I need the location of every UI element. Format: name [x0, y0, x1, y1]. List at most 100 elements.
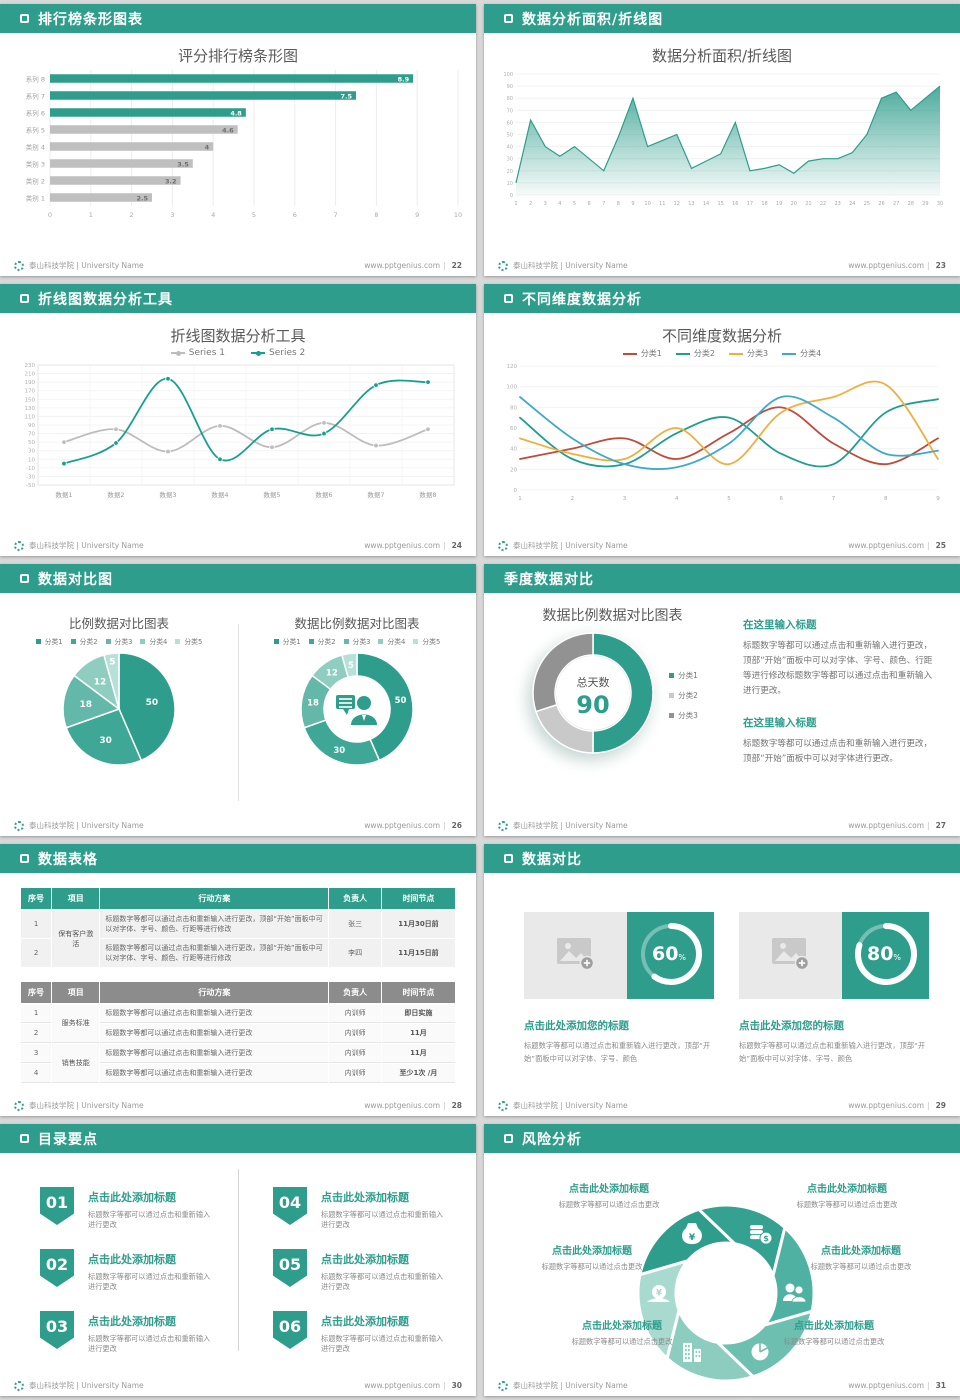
media-row: 60%: [524, 912, 714, 999]
slide-22-ranking-bar-chart[interactable]: 排行榜条形图表 评分排行榜条形图 0 1 2 3 4 5 6 7 8 9 10 系列 8 8.9 系列 7…: [0, 4, 476, 276]
svg-text:5: 5: [573, 201, 576, 207]
slide-header: 数据分析面积/折线图: [484, 4, 960, 33]
pie-slice: [592, 632, 654, 754]
svg-text:7: 7: [832, 496, 836, 502]
toc-desc: 标题数字等都可以通过点击和重新输入进行更改: [88, 1272, 211, 1291]
legend-item: 分类2: [70, 636, 98, 646]
toc-item[interactable]: 02 点击此处添加标题 标题数字等都可以通过点击和重新输入进行更改: [40, 1249, 213, 1311]
slide-footer: 泰山科技学院 | University Name www.pptgenius.c…: [498, 540, 946, 551]
bar: [50, 74, 414, 83]
svg-text:类别 1: 类别 1: [26, 193, 45, 202]
slide-23-area-chart[interactable]: 数据分析面积/折线图 数据分析面积/折线图 0 10 20 30 40 50 60 70 80 9…: [484, 4, 960, 276]
toc-title: 点击此处添加标题: [88, 1315, 176, 1328]
square-outline-icon: [20, 854, 29, 863]
svg-text:数据3: 数据3: [159, 490, 176, 499]
text-block-body: 标题数字等都可以通过点击和重新输入进行更改，顶部“开始”面板中可以对字体进行更改…: [743, 739, 933, 765]
pie-chart-panel: 比例数据对比图表 分类1 分类2 分类3 分类4 分类5 50 30 18 12 5: [0, 593, 238, 818]
table-header-cell: 序号: [21, 982, 52, 1003]
risk-title: 点击此处添加标题: [794, 1321, 874, 1332]
toc-item[interactable]: 04 点击此处添加标题 标题数字等都可以通过点击和重新输入进行更改: [273, 1187, 446, 1249]
toc-item[interactable]: 03 点击此处添加标题 标题数字等都可以通过点击和重新输入进行更改: [40, 1311, 213, 1373]
image-placeholder[interactable]: [739, 912, 842, 999]
org-name: 泰山科技学院 | University Name: [29, 1101, 144, 1110]
svg-text:3.2: 3.2: [165, 177, 177, 185]
legend-marker-icon: [343, 638, 349, 644]
progress-ring-60: 60%: [635, 918, 707, 994]
slide-25-multi-line-chart[interactable]: 不同维度数据分析 不同维度数据分析 分类1 分类2 分类3 分类4 0 20 40 60 80…: [484, 284, 960, 556]
data-table: 序号 项目 行动方案 负责人 时间节点 1 服务标准 标题数字等都可以通过点击和重新输入进行更…: [20, 981, 456, 1084]
coins-icon: $: [750, 1225, 773, 1245]
org-name: 泰山科技学院 | University Name: [29, 1381, 144, 1390]
slide-29-percent-comparison[interactable]: 数据对比 60% 点击此处添加您的标题 标题数字等都可以通过点击和重新输入进行更…: [484, 844, 960, 1116]
slide-31-risk-analysis[interactable]: 风险分析 ¥ $ ¥ 点击此处添加标题 标题数字等都可以通过点击更改 点击此处添加标…: [484, 1124, 960, 1396]
toc-item[interactable]: 05 点击此处添加标题 标题数字等都可以通过点击和重新输入进行更改: [273, 1249, 446, 1311]
money-bag-icon: ¥: [682, 1223, 702, 1245]
chart-title: 折线图数据分析工具: [170, 327, 306, 345]
table-row: 2 标题数字等都可以通过点击和重新输入进行更改，顶部“开始”面板中可以对字体、字号…: [21, 939, 455, 967]
svg-text:10: 10: [507, 181, 513, 187]
legend-marker-icon: [175, 638, 181, 644]
series-line: [63, 421, 429, 453]
svg-text:8: 8: [374, 211, 378, 219]
image-placeholder[interactable]: [524, 912, 627, 999]
square-outline-icon: [504, 294, 513, 303]
add-image-icon-svg: [771, 937, 809, 970]
slide-28-data-tables[interactable]: 数据表格 序号 项目 行动方案 负责人 时间节点 1 保有客户激活 标题数字等都可以通过点击和…: [0, 844, 476, 1116]
data-point: [217, 456, 223, 462]
svg-text:5: 5: [252, 211, 256, 219]
chart-legend: 分类1 分类2 分类3 分类4 分类5: [238, 636, 476, 646]
table-cell: 11月: [381, 1024, 455, 1043]
legend-marker-icon: [273, 638, 279, 644]
slide-footer: 泰山科技学院 | University Name www.pptgenius.c…: [498, 1380, 946, 1391]
svg-text:4: 4: [558, 201, 561, 207]
svg-text:8.9: 8.9: [398, 75, 410, 83]
svg-text:3: 3: [623, 496, 627, 502]
risk-desc: 标题数字等都可以通过点击更改: [571, 1337, 673, 1346]
legend-marker-icon: [140, 638, 146, 644]
area-fill: [516, 86, 940, 195]
toc-number-badge: 01: [40, 1187, 74, 1225]
chart-title: 评分排行榜条形图: [177, 47, 298, 65]
risk-desc: 标题数字等都可以通过点击更改: [810, 1262, 912, 1271]
toc-item[interactable]: 01 点击此处添加标题 标题数字等都可以通过点击和重新输入进行更改: [40, 1187, 213, 1249]
slide-27-quarterly-comparison[interactable]: 季度数据对比 数据比例数据对比图表 总天数 90 分类1 分类2 分类3 在这里输入标…: [484, 564, 960, 836]
progress-arc: [854, 922, 917, 985]
svg-text:90: 90: [507, 84, 513, 90]
slide-26-pie-comparison[interactable]: 数据对比图 比例数据对比图表 分类1 分类2 分类3 分类4 分类5 50 30 18 12 5…: [0, 564, 476, 836]
svg-text:120: 120: [507, 364, 518, 370]
legend-marker-icon: [35, 638, 41, 644]
svg-text:6: 6: [293, 211, 297, 219]
legend-label: 分类3: [352, 638, 371, 646]
data-point: [113, 440, 119, 446]
svg-text:29: 29: [922, 201, 928, 207]
pie-chart-svg: 50 30 18 12 5: [300, 652, 414, 766]
line-chart-svg: -50 -30 -10 10 30 50 70 90 110 130 150 170 190 210 230…: [25, 363, 455, 499]
svg-text:27: 27: [893, 201, 899, 207]
site-url: www.pptgenius.com: [848, 1381, 925, 1390]
legend-label: 分类4: [387, 638, 406, 646]
toc-item[interactable]: 06 点击此处添加标题 标题数字等都可以通过点击和重新输入进行更改: [273, 1311, 446, 1373]
legend-item: 分类1: [273, 636, 301, 646]
svg-text:2: 2: [130, 211, 134, 219]
summary-donut-chart: 总天数 90: [527, 627, 659, 763]
slide-30-toc-points[interactable]: 目录要点 01 点击此处添加标题 标题数字等都可以通过点击和重新输入进行更改 02 点击…: [0, 1124, 476, 1396]
svg-text:4: 4: [205, 143, 210, 151]
ranking-bar-chart: 0 1 2 3 4 5 6 7 8 9 10 系列 8 8.9 系列 7 7.5 系列 6 4.8 系列 5 4.6…: [0, 68, 476, 220]
pie-chart-icon: [751, 1343, 769, 1361]
table-cell: 3: [21, 1044, 52, 1063]
school-emblem-icon: [14, 820, 24, 831]
slide-24-line-chart-tool[interactable]: 折线图数据分析工具 折线图数据分析工具 Series 1 Series 2 -50…: [0, 284, 476, 556]
svg-text:24: 24: [849, 201, 855, 207]
series-line: [519, 406, 939, 466]
table-cell: 张三: [329, 910, 381, 938]
progress-ring-80: 80%: [850, 918, 922, 994]
progress-tile: 60%: [627, 912, 714, 999]
slide-header: 数据表格: [0, 844, 476, 873]
data-point: [425, 379, 431, 385]
table-header-cell: 序号: [21, 888, 52, 909]
svg-text:4.6: 4.6: [222, 126, 234, 134]
page-number: 26: [451, 821, 462, 830]
school-emblem-icon: [498, 540, 508, 551]
data-point: [321, 420, 327, 426]
pie-slice: [118, 652, 176, 762]
